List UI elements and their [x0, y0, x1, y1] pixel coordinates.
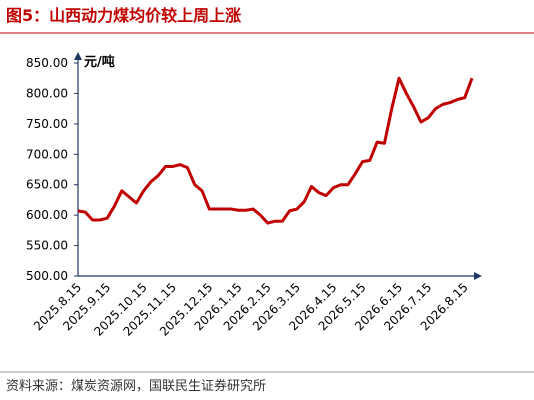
source: 资料来源：煤炭资源网，国联民生证券研究所: [6, 378, 266, 394]
y-tick-label: 700.00: [26, 147, 68, 161]
y-tick-label: 650.00: [26, 178, 68, 192]
unit-label: 元/吨: [84, 54, 115, 70]
y-tick-label: 550.00: [26, 239, 68, 253]
y-tick-label: 500.00: [26, 269, 68, 283]
x-axis-arrow: [474, 272, 482, 280]
y-tick-label: 850.00: [26, 56, 68, 70]
line-series: [77, 76, 474, 225]
y-tick-label: 800.00: [26, 86, 68, 100]
chart-title: 图5：山西动力煤均价较上周上涨: [6, 6, 241, 25]
y-tick-label: 750.00: [26, 117, 68, 131]
y-axis-arrow: [74, 52, 82, 60]
y-tick-label: 600.00: [26, 208, 68, 222]
